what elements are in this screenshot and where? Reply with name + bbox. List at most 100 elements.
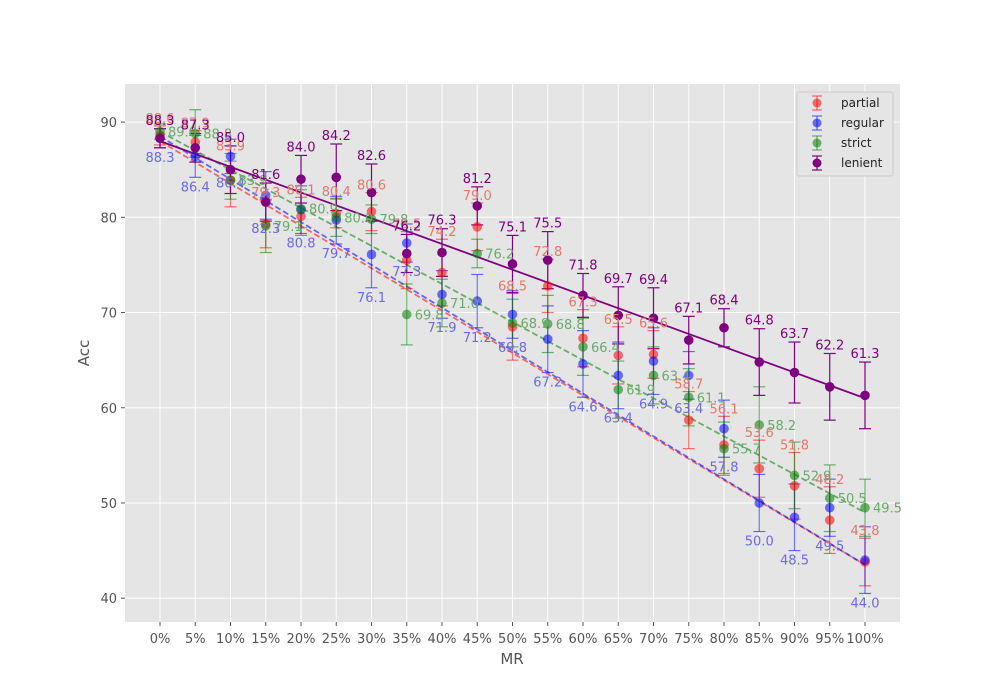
data-label-regular: 71.2 [463,331,492,346]
x-tick-label: 80% [710,632,739,647]
data-label-lenient: 67.1 [674,301,703,316]
point-strict [613,384,624,395]
data-label-partial: 51.8 [780,439,809,454]
data-label-partial: 80.1 [287,183,316,198]
data-label-lenient: 61.3 [851,347,880,362]
data-label-strict: 80.0 [344,211,373,226]
data-label-regular: 67.2 [533,376,562,391]
data-label-lenient: 69.4 [639,273,668,288]
point-strict [789,470,800,481]
point-partial [578,333,588,344]
legend-label-lenient: lenient [841,156,883,170]
point-regular [225,151,236,162]
point-lenient [542,255,553,265]
x-tick-label: 70% [639,632,668,647]
point-lenient [260,197,271,207]
legend-box [796,91,894,177]
data-label-partial: 83.9 [216,140,245,155]
x-tick-label: 25% [322,632,351,647]
data-label-partial: 80.4 [322,185,351,200]
data-label-lenient: 76.3 [428,214,457,229]
data-label-partial: 87.9 [181,117,210,132]
data-label-lenient: 63.7 [780,327,809,342]
data-label-strict: 69.8 [415,308,444,323]
data-label-regular: 88.3 [146,151,175,166]
point-lenient [754,357,765,367]
data-label-lenient: 85.0 [216,131,245,146]
point-regular [719,423,729,434]
point-partial [296,211,306,222]
data-label-regular: 69.8 [498,341,527,356]
data-label-partial: 79.3 [251,186,280,201]
data-label-regular: 86.4 [216,177,245,192]
y-tick-label: 80 [100,211,117,226]
point-lenient [578,290,588,301]
data-label-partial: 56.1 [710,402,739,417]
data-label-lenient: 68.4 [710,294,739,309]
data-label-strict: 68.9 [521,317,550,332]
point-regular [366,249,377,260]
point-partial [366,206,377,217]
point-regular [401,238,412,248]
data-label-partial: 68.5 [498,279,527,294]
data-label-partial: 58.7 [674,378,703,393]
y-tick-label: 40 [100,592,117,607]
point-strict [578,342,588,352]
data-label-regular: 80.8 [287,236,316,251]
point-lenient [331,172,342,183]
point-strict [225,175,236,185]
x-tick-label: 45% [463,632,492,647]
point-regular [542,334,553,344]
data-label-regular: 71.9 [428,321,457,336]
point-lenient [719,322,729,333]
data-label-strict: 58.2 [767,419,796,434]
x-axis-ticks: 0% 5% 10% 15% 20% 25% 30% 35% 40% 45% 50% 55% 60% 65%… [150,622,884,647]
data-points [155,126,870,567]
y-axis-ticks: 40 50 60 70 80 90 [100,116,125,607]
y-tick-label: 60 [100,402,117,417]
data-label-partial: 67.3 [569,296,598,311]
data-label-partial: 65.5 [604,313,633,328]
legend-marker-strict [812,138,822,148]
x-tick-label: 30% [357,632,386,647]
point-lenient [824,382,835,392]
data-label-lenient: 82.6 [357,149,386,164]
data-label-regular: 50.0 [745,535,774,550]
data-label-strict: 79.8 [380,213,409,228]
point-regular [472,296,483,306]
point-partial [824,515,835,525]
point-strict [824,493,835,504]
point-regular [860,555,870,565]
point-regular [578,359,588,369]
data-label-partial: 53.6 [745,426,774,441]
point-strict [260,221,271,231]
point-strict [401,309,412,320]
data-label-strict: 52.9 [803,469,832,484]
data-label-partial: 88.6 [146,112,175,127]
x-tick-label: 10% [216,632,245,647]
point-partial [472,222,483,232]
data-label-lenient: 84.2 [322,129,351,144]
point-regular [260,190,271,201]
data-label-lenient: 76.2 [392,219,421,234]
data-label-strict: 89.0 [168,126,197,141]
data-label-strict: 68.8 [556,318,585,333]
data-label-regular: 86.4 [181,180,210,195]
point-lenient [401,248,412,259]
point-strict [542,319,553,329]
x-tick-label: 40% [428,632,457,647]
data-label-partial: 65.6 [639,317,668,332]
point-regular [824,502,835,513]
data-label-strict: 80.9 [309,203,338,218]
data-label-strict: 63.4 [662,369,691,384]
data-label-lenient: 62.2 [815,338,844,353]
point-regular [648,356,659,366]
x-tick-label: 95% [815,632,844,647]
data-label-regular: 76.1 [357,291,386,306]
point-lenient [472,201,483,211]
point-partial [789,481,800,491]
x-tick-label: 20% [287,632,316,647]
data-label-regular: 82.3 [251,222,280,237]
point-strict [366,214,377,225]
